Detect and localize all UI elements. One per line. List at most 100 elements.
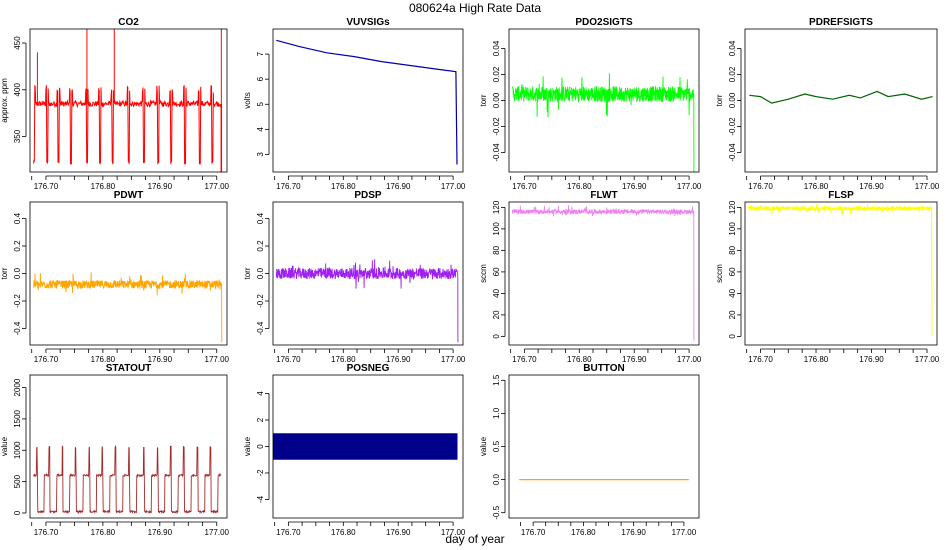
y-tick-label: 80 [492,245,501,254]
y-axis-label-co2: approx. ppm [0,78,9,123]
x-tick-label: 176.70 [276,355,301,364]
panel-statout: STATOUT 176.70 176.80 176.90 177.00 0 500 1000 1… [0,363,230,537]
y-tick-label: 100 [728,222,737,236]
y-tick-label: 120 [492,200,501,214]
y-tick-label: -0.02 [728,117,737,136]
x-tick-label: 177.00 [677,355,702,364]
x-tick-label: 176.70 [748,355,773,364]
x-tick-label: 176.80 [571,528,596,537]
panel-frame [29,374,228,519]
y-axis-label-posneg: value [243,436,252,456]
y-tick-label: 0 [13,510,22,515]
panel-frame [744,28,938,173]
y-tick-label: 40 [728,288,737,297]
x-tick-label: 176.80 [331,182,356,191]
x-tick-label: 176.80 [91,355,116,364]
y-axis-label-vuvsigs: volts [243,92,252,108]
x-tick-label: 176.90 [621,528,646,537]
y-axis-label-flwt: sccm [479,264,488,283]
y-tick-label: 2000 [13,378,22,396]
y-tick-label: 0.02 [492,66,501,82]
y-tick-label: 1500 [13,409,22,427]
panel-button: BUTTON 176.70 176.80 176.90 177.00 -0.5 0.0 0.5… [479,363,700,537]
panel-title-posneg: POSNEG [347,363,390,374]
y-tick-label: -2 [256,469,265,477]
x-tick-label: 177.00 [915,355,940,364]
statout-trace [33,444,222,515]
x-tick-label: 176.70 [276,528,301,537]
panel-frame [29,201,228,346]
y-tick-label: 0.0 [492,473,501,485]
panel-title-vuvsigs: VUVSIGs [346,17,390,28]
y-tick-label: 40 [492,288,501,297]
panel-title-statout: STATOUT [106,363,152,374]
panel-frame [508,374,700,519]
y-tick-label: 4 [256,391,265,396]
x-tick-label: 177.00 [672,528,697,537]
series-pdo2sigts [511,73,695,172]
y-tick-label: -0.2 [13,294,22,308]
panel-flwt: FLWT 176.70 176.80 176.90 177.00 0 20 40 60 80 100… [479,190,702,364]
y-tick-label: 0.00 [728,92,737,108]
panel-pdwt: PDWT 176.70 176.80 176.90 177.00 -0.4 -0.2 0.0 0… [0,190,230,364]
x-tick-label: 176.70 [276,182,301,191]
y-tick-label: 60 [492,267,501,276]
panel-frame [508,28,700,173]
x-tick-label: 177.00 [677,182,702,191]
x-tick-label: 176.80 [91,182,116,191]
y-tick-label: 100 [492,222,501,236]
x-tick-label: 177.00 [205,528,230,537]
panel-co2: CO2 176.70 176.80 176.90 177.00 350 400 450 appr… [0,17,230,191]
panel-frame [272,28,464,173]
y-tick-label: -0.4 [13,321,22,335]
y-axis-label-pdwt: torr [0,267,9,279]
x-tick-label: 177.00 [441,528,466,537]
y-tick-label: 0 [728,334,737,339]
x-tick-label: 177.00 [205,355,230,364]
x-tick-label: 176.70 [748,182,773,191]
y-tick-label: 120 [728,200,737,214]
panel-vuvsigs: VUVSIGs 176.70 176.80 176.90 177.00 3 4 5 6 7 volt… [243,17,466,191]
x-tick-label: 176.80 [804,355,829,364]
x-tick-label: 177.00 [441,182,466,191]
panel-title-co2: CO2 [118,17,139,28]
series-co2 [32,29,223,172]
y-tick-label: 3 [256,152,265,157]
figure-xlabel: day of year [445,532,504,546]
y-tick-label: 0.04 [492,40,501,56]
x-tick-label: 177.00 [205,182,230,191]
y-tick-label: -4 [256,495,265,503]
y-tick-label: 400 [13,83,22,97]
y-tick-label: 7 [256,51,265,56]
pdsp-trace [275,259,459,343]
x-tick-label: 176.90 [386,528,411,537]
y-tick-label: 2 [256,417,265,422]
panel-title-pdrefsigts: PDREFSIGTS [809,17,873,28]
y-tick-label: 0.02 [728,66,737,82]
co2-trace [32,84,222,166]
x-tick-label: 176.90 [859,182,884,191]
y-tick-label: 450 [13,36,22,50]
x-tick-label: 177.00 [441,355,466,364]
x-tick-label: 176.90 [622,182,647,191]
series-pdrefsigts [749,90,933,104]
panel-frame [29,28,228,173]
y-tick-label: 500 [13,474,22,488]
panel-posneg: POSNEG 176.70 176.80 176.90 177.00 -4 -2 0 2 4 val… [243,363,466,537]
panel-frame [744,201,938,346]
x-tick-label: 176.80 [567,355,592,364]
y-axis-label-pdsp: torr [243,267,252,279]
y-tick-label: 0 [492,334,501,339]
y-tick-label: 20 [728,310,737,319]
y-axis-label-pdo2sigts: torr [479,94,488,106]
y-tick-label: -0.5 [492,505,501,519]
panel-frame [272,201,464,346]
y-tick-label: 4 [256,127,265,132]
posneg-band [273,433,458,460]
vuvsigs-trace [276,39,458,165]
x-tick-label: 176.70 [521,528,546,537]
y-tick-label: 350 [13,129,22,143]
y-tick-label: 0.2 [13,240,22,252]
